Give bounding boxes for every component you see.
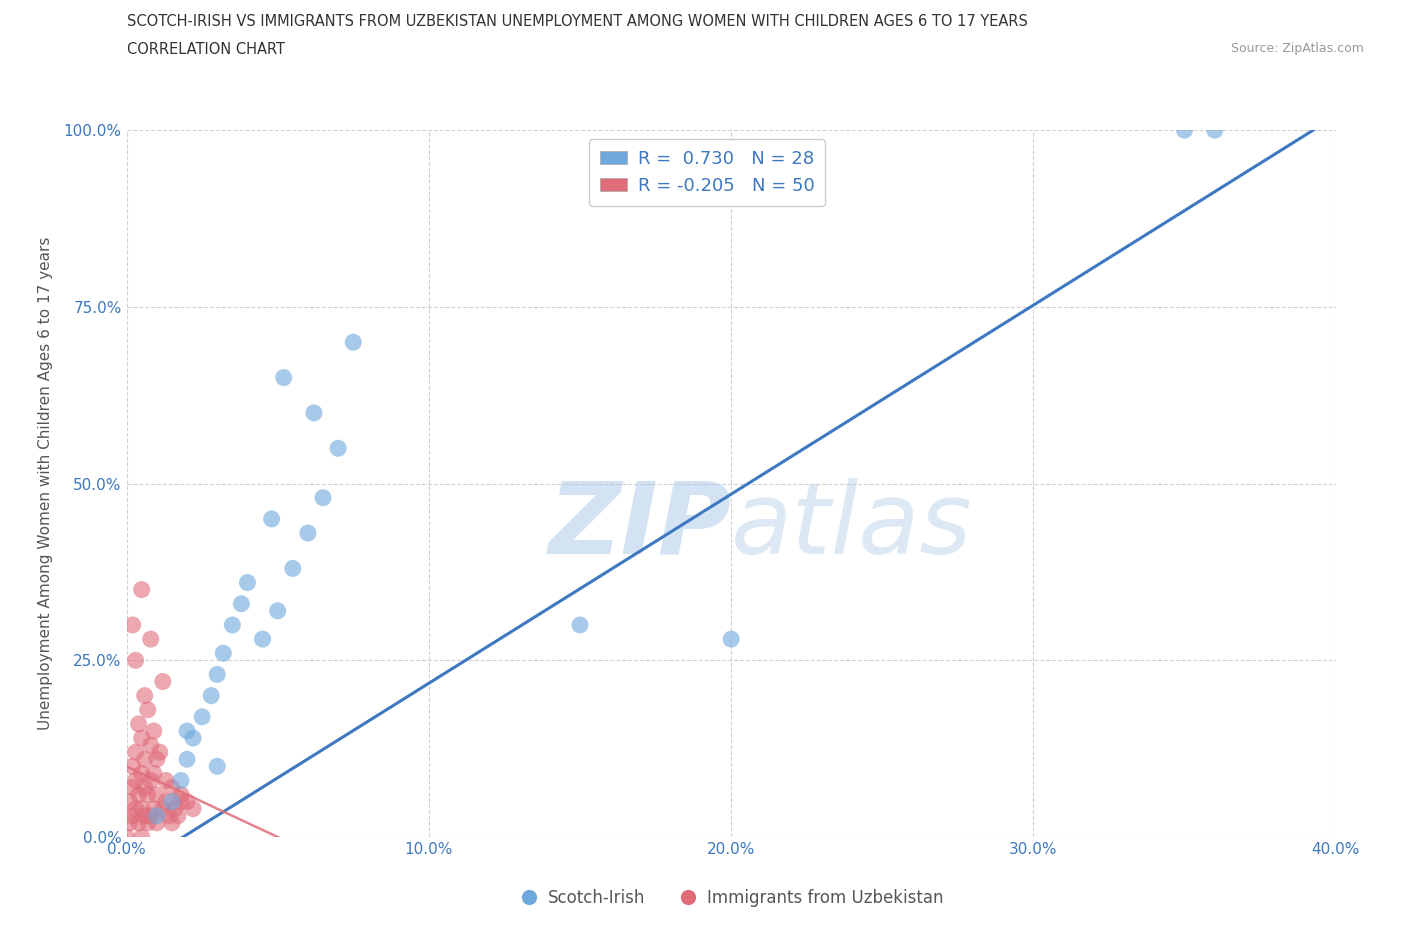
- Point: [149, 745, 172, 760]
- Point: [121, 780, 143, 795]
- Point: [267, 604, 290, 618]
- Point: [157, 808, 180, 823]
- Point: [124, 802, 146, 817]
- Point: [176, 794, 198, 809]
- Text: CORRELATION CHART: CORRELATION CHART: [127, 42, 284, 57]
- Point: [181, 731, 204, 746]
- Point: [326, 441, 350, 456]
- Y-axis label: Unemployment Among Women with Children Ages 6 to 17 years: Unemployment Among Women with Children A…: [38, 237, 52, 730]
- Point: [568, 618, 592, 632]
- Point: [131, 731, 153, 746]
- Point: [136, 816, 159, 830]
- Point: [221, 618, 243, 632]
- Point: [176, 724, 198, 738]
- Point: [152, 802, 174, 817]
- Point: [191, 710, 214, 724]
- Point: [231, 596, 253, 611]
- Point: [121, 618, 143, 632]
- Point: [260, 512, 283, 526]
- Point: [139, 808, 162, 823]
- Point: [720, 631, 742, 646]
- Point: [252, 631, 274, 646]
- Point: [146, 808, 169, 823]
- Point: [136, 702, 159, 717]
- Point: [170, 773, 193, 788]
- Point: [160, 780, 183, 795]
- Point: [302, 405, 325, 420]
- Text: ZIP: ZIP: [548, 477, 731, 575]
- Point: [121, 759, 143, 774]
- Point: [139, 631, 162, 646]
- Point: [139, 773, 162, 788]
- Point: [146, 787, 169, 802]
- Point: [131, 582, 153, 597]
- Point: [124, 745, 146, 760]
- Point: [124, 773, 146, 788]
- Point: [118, 794, 141, 809]
- Point: [170, 794, 193, 809]
- Text: Source: ZipAtlas.com: Source: ZipAtlas.com: [1230, 42, 1364, 55]
- Point: [128, 716, 150, 731]
- Point: [155, 794, 177, 809]
- Point: [1174, 123, 1197, 138]
- Point: [131, 830, 153, 844]
- Point: [1204, 123, 1226, 138]
- Point: [181, 802, 204, 817]
- Point: [128, 816, 150, 830]
- Point: [297, 525, 319, 540]
- Point: [236, 575, 259, 590]
- Point: [146, 751, 169, 766]
- Text: atlas: atlas: [731, 477, 973, 575]
- Text: SCOTCH-IRISH VS IMMIGRANTS FROM UZBEKISTAN UNEMPLOYMENT AMONG WOMEN WITH CHILDRE: SCOTCH-IRISH VS IMMIGRANTS FROM UZBEKIST…: [127, 14, 1028, 29]
- Point: [160, 794, 183, 809]
- Point: [118, 816, 141, 830]
- Point: [142, 724, 165, 738]
- Point: [134, 780, 156, 795]
- Point: [134, 751, 156, 766]
- Point: [139, 737, 162, 752]
- Point: [142, 766, 165, 781]
- Point: [146, 816, 169, 830]
- Point: [342, 335, 364, 350]
- Point: [170, 787, 193, 802]
- Point: [134, 808, 156, 823]
- Point: [312, 490, 335, 505]
- Point: [142, 802, 165, 817]
- Point: [136, 787, 159, 802]
- Point: [163, 802, 186, 817]
- Point: [200, 688, 222, 703]
- Point: [205, 759, 228, 774]
- Point: [176, 751, 198, 766]
- Point: [155, 773, 177, 788]
- Point: [124, 653, 146, 668]
- Point: [131, 766, 153, 781]
- Point: [273, 370, 295, 385]
- Point: [134, 688, 156, 703]
- Point: [167, 808, 190, 823]
- Point: [212, 645, 235, 660]
- Point: [281, 561, 304, 576]
- Point: [131, 802, 153, 817]
- Point: [160, 816, 183, 830]
- Point: [128, 787, 150, 802]
- Point: [121, 808, 143, 823]
- Point: [205, 667, 228, 682]
- Point: [115, 830, 138, 844]
- Legend: Scotch-Irish, Immigrants from Uzbekistan: Scotch-Irish, Immigrants from Uzbekistan: [513, 883, 949, 913]
- Point: [152, 674, 174, 689]
